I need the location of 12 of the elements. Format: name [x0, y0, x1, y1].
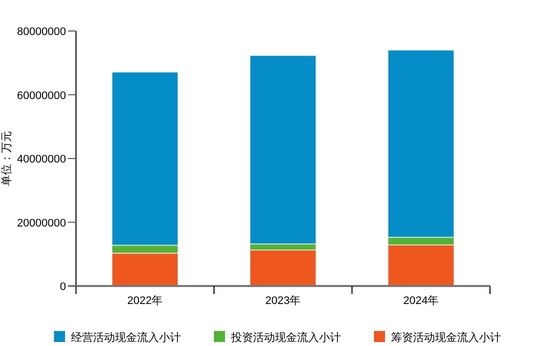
- legend-label: 筹资活动现金流入小计: [391, 331, 501, 344]
- x-tick-label: 2024年: [403, 295, 439, 307]
- y-axis-title: 单位：万元: [0, 131, 13, 186]
- legend-label: 投资活动现金流入小计: [230, 331, 341, 344]
- legend-label: 经营活动现金流入小计: [71, 331, 181, 344]
- y-tick-label: 0: [60, 281, 66, 293]
- x-tick-label: 2023年: [265, 295, 301, 307]
- y-tick-label: 80000000: [17, 26, 66, 38]
- x-tick-label: 2022年: [127, 295, 163, 307]
- y-tick-label: 60000000: [17, 90, 66, 102]
- y-tick-label: 20000000: [17, 217, 66, 230]
- y-tick-label: 40000000: [17, 154, 66, 166]
